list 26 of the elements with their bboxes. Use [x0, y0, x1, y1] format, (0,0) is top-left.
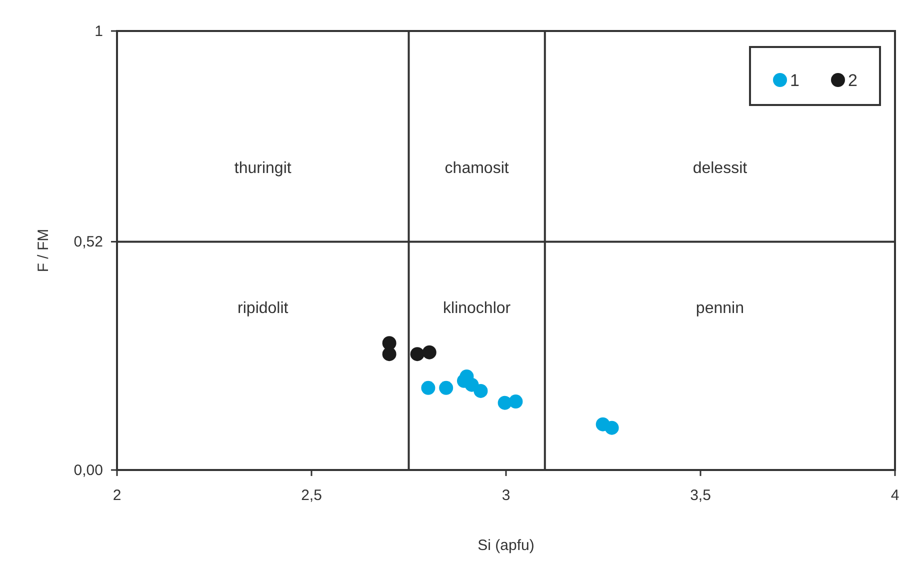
x-tick-label: 2,5: [301, 487, 322, 504]
point: [422, 345, 436, 360]
annotation: ripidolit: [238, 300, 289, 317]
point: [382, 347, 396, 362]
x-tick-label: 3: [502, 487, 510, 504]
y-tick-label: 0,00: [74, 462, 103, 479]
point: [508, 394, 523, 409]
point: [604, 420, 619, 435]
x-tick-label: 4: [890, 487, 900, 504]
point: [410, 347, 424, 362]
annotation: chamosit: [444, 160, 510, 177]
x-tick-label: 3,5: [690, 487, 711, 504]
y-tick-label: 1: [94, 23, 103, 40]
x-tick-label: 2: [112, 487, 122, 504]
legend-label: 1: [790, 71, 800, 90]
y-tick-label: 0,52: [74, 234, 103, 251]
y-axis-title: F / FM: [35, 228, 52, 272]
annotation: thuringit: [234, 160, 292, 177]
annotation: klinochlor: [443, 300, 512, 317]
point: [439, 380, 454, 395]
legend-label: 2: [848, 71, 858, 90]
point: [474, 384, 488, 398]
point: [421, 380, 436, 395]
x-axis-title: Si (apfu): [478, 537, 534, 554]
annotation: delessit: [692, 160, 748, 177]
annotation: pennin: [696, 300, 744, 317]
